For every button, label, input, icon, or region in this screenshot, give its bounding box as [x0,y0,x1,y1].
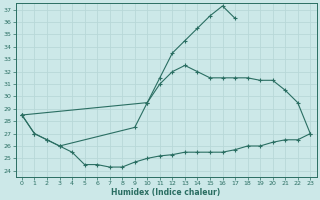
X-axis label: Humidex (Indice chaleur): Humidex (Indice chaleur) [111,188,221,197]
